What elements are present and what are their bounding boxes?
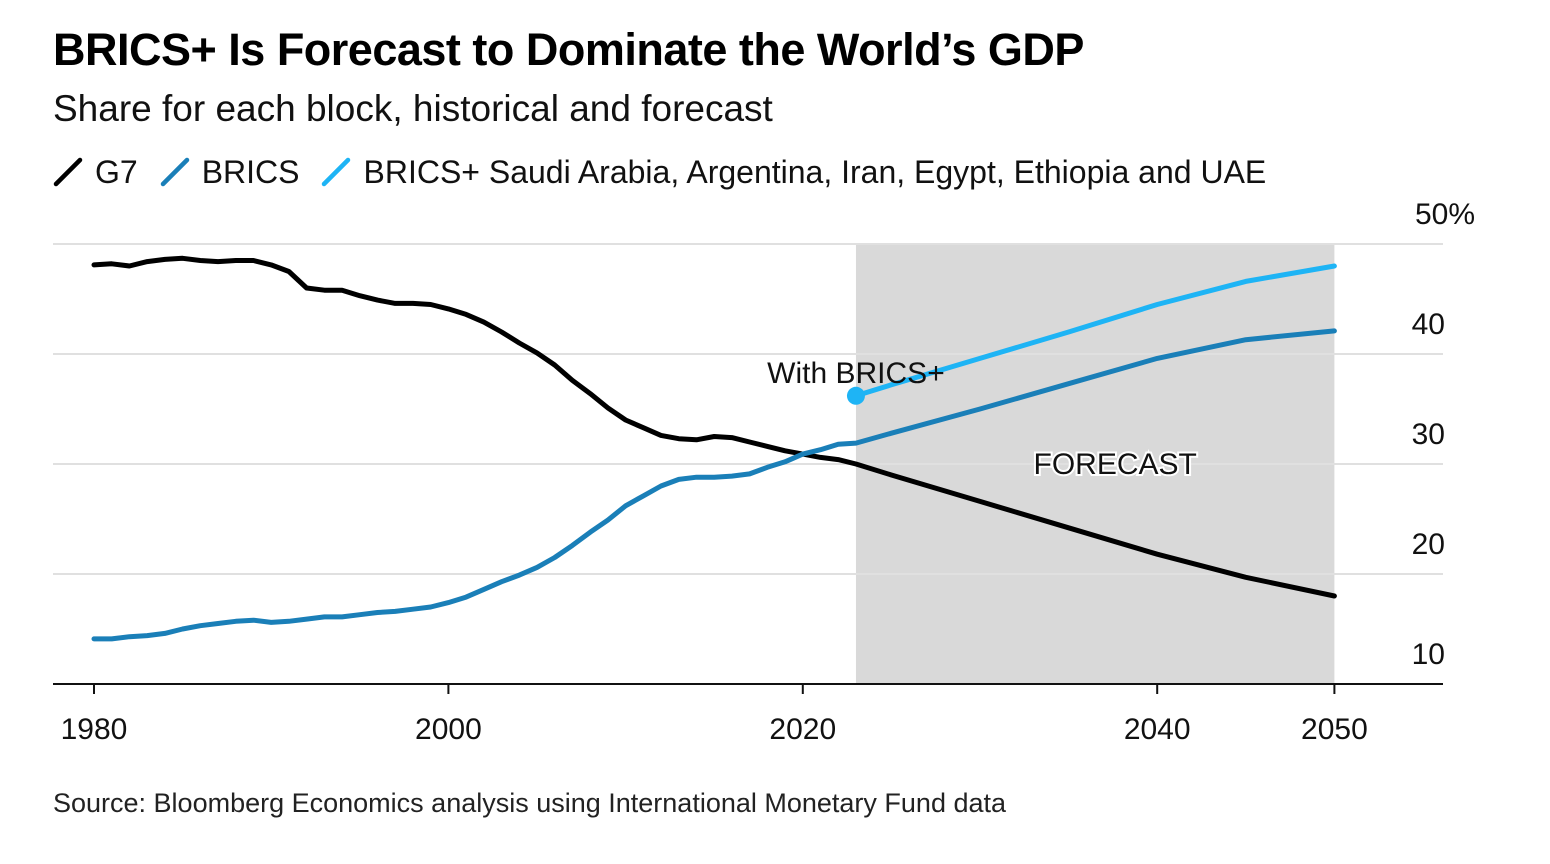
y-tick-label-50: 50% [1415,198,1475,231]
x-tick-label-1980: 1980 [61,713,128,746]
y-tick-label-40: 40 [1412,308,1445,341]
source-note: Source: Bloomberg Economics analysis usi… [53,788,1007,818]
x-tick-label-2000: 2000 [415,713,482,746]
legend-item-brics-plus: BRICS+ Saudi Arabia, Argentina, Iran, Eg… [321,154,1266,191]
brics-plus-start-marker [846,386,865,405]
x-tick-label-2040: 2040 [1124,713,1191,746]
legend-label-brics: BRICS [201,153,300,190]
forecast-label: FORECAST [1034,448,1197,481]
legend: G7 BRICS BRICS+ Saudi Arabia, Argentina,… [53,150,1288,194]
series-line-brics [91,328,1337,642]
annotation-with-brics-plus: With BRICS+ [767,357,945,390]
legend-swatch-g7 [53,157,83,187]
x-tick-label-2020: 2020 [769,713,836,746]
legend-item-brics: BRICS [160,153,300,191]
legend-swatch-brics-plus [322,157,351,187]
legend-label-brics-plus: BRICS+ Saudi Arabia, Argentina, Iran, Eg… [363,153,1267,190]
chart-title: BRICS+ Is Forecast to Dominate the World… [53,24,1084,75]
series-line-g7 [91,255,1337,599]
line-chart: 10 20 30 40 50% 1980 2000 2020 2040 2050 With BRIC… [53,198,1475,746]
legend-item-g7: G7 [53,154,138,191]
y-tick-label-10: 10 [1412,638,1445,671]
x-tick-label-2050: 2050 [1301,713,1368,746]
chart-subtitle: Share for each block, historical and for… [53,88,773,129]
legend-swatch-brics [160,157,189,187]
y-tick-label-30: 30 [1412,418,1445,451]
y-tick-label-20: 20 [1412,528,1445,561]
legend-label-g7: G7 [95,153,138,190]
series-line-brics-plus [853,263,1337,399]
